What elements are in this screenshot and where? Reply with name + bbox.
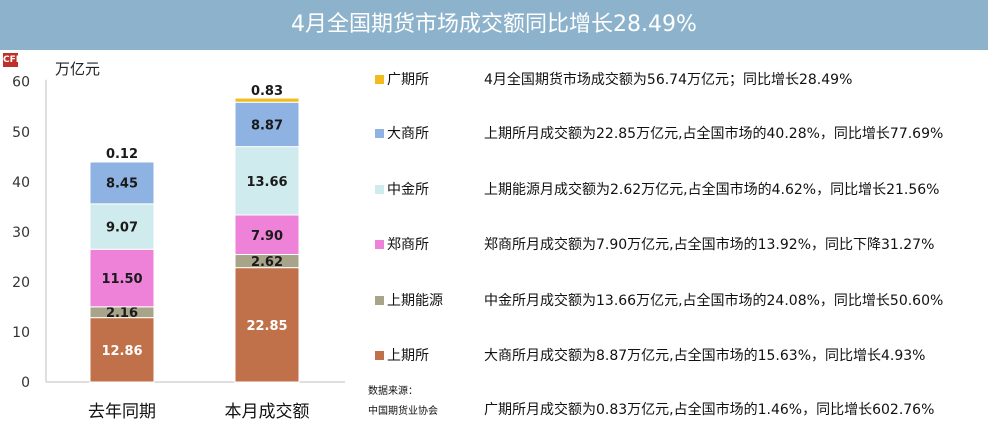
y-tick-label: 0 xyxy=(21,375,30,391)
note-dce: 大商所月成交额为8.87万亿元,占全国市场的15.63%，同比增长4.93% xyxy=(484,348,926,364)
data-source: 数据来源： 中国期货业协会 xyxy=(368,382,438,422)
data-label: 7.90 xyxy=(251,229,283,244)
note-cffex: 中金所月成交额为13.66万亿元,占全国市场的24.08%，同比增长50.60% xyxy=(484,293,944,309)
legend-swatch xyxy=(375,129,384,138)
y-tick-label: 20 xyxy=(12,275,30,291)
x-tick-label: 去年同期 xyxy=(88,402,156,422)
legend-swatch xyxy=(375,240,384,249)
legend-swatch xyxy=(375,75,384,84)
logo-icon: CFI xyxy=(3,53,20,67)
legend-label: 上期所 xyxy=(387,348,429,364)
data-label: 12.86 xyxy=(101,344,142,359)
data-label: 2.16 xyxy=(106,306,138,321)
legend-swatch xyxy=(375,185,384,194)
data-label: 8.87 xyxy=(251,118,283,133)
data-label: 9.07 xyxy=(106,221,138,236)
bar-segment xyxy=(234,101,300,148)
bar-segment xyxy=(234,267,300,383)
bar-segment xyxy=(89,248,155,308)
data-label: 13.66 xyxy=(246,175,287,190)
stacked-bar-chart: 0 10 20 30 40 50 60 12.86 2.16 11.50 9.07 8.45 0.12 去… xyxy=(12,75,345,422)
y-tick-label: 40 xyxy=(12,175,30,191)
bar-segment xyxy=(234,97,300,103)
note-ine: 上期能源月成交额为2.62万亿元,占全国市场的4.62%，同比增长21.56% xyxy=(484,182,940,198)
title-bar xyxy=(0,0,988,50)
data-label: 8.45 xyxy=(106,177,138,192)
data-label: 11.50 xyxy=(101,272,142,287)
note-total: 4月全国期货市场成交额为56.74万亿元；同比增长28.49% xyxy=(484,72,853,88)
legend-label: 郑商所 xyxy=(387,237,429,253)
note-czce: 郑商所月成交额为7.90万亿元,占全国市场的13.92%，同比下降31.27% xyxy=(484,237,935,253)
legend-label: 大商所 xyxy=(387,126,429,142)
y-tick-label: 60 xyxy=(12,75,30,91)
legend-swatch xyxy=(375,296,384,305)
y-tick-label: 50 xyxy=(12,125,30,141)
source-line-2: 中国期货业协会 xyxy=(368,406,438,417)
legend-label: 中金所 xyxy=(387,182,429,198)
legend-label: 广期所 xyxy=(387,72,429,88)
bar-segment xyxy=(234,214,300,256)
note-gfex: 广期所月成交额为0.83万亿元,占全国市场的1.46%，同比增长602.76% xyxy=(484,402,935,418)
data-label: 2.62 xyxy=(251,255,283,270)
y-axis-unit-label: 万亿元 xyxy=(55,60,101,78)
source-line-1: 数据来源： xyxy=(368,386,418,397)
chart-title: 4月全国期货市场成交额同比增长28.49% xyxy=(291,12,697,37)
data-label: 0.83 xyxy=(251,84,283,99)
bar-segment xyxy=(89,161,155,205)
legend-swatch xyxy=(375,351,384,360)
data-label: 0.12 xyxy=(106,147,138,162)
logo-text: CFI xyxy=(3,55,20,65)
x-tick-label: 本月成交额 xyxy=(225,402,310,422)
y-tick-label: 30 xyxy=(12,225,30,241)
legend-label: 上期能源 xyxy=(387,293,443,309)
note-shfe: 上期所月成交额为22.85万亿元,占全国市场的40.28%，同比增长77.69% xyxy=(484,126,944,142)
y-tick-label: 10 xyxy=(12,325,30,341)
bar-segment xyxy=(89,160,155,163)
data-label: 22.85 xyxy=(246,319,287,334)
